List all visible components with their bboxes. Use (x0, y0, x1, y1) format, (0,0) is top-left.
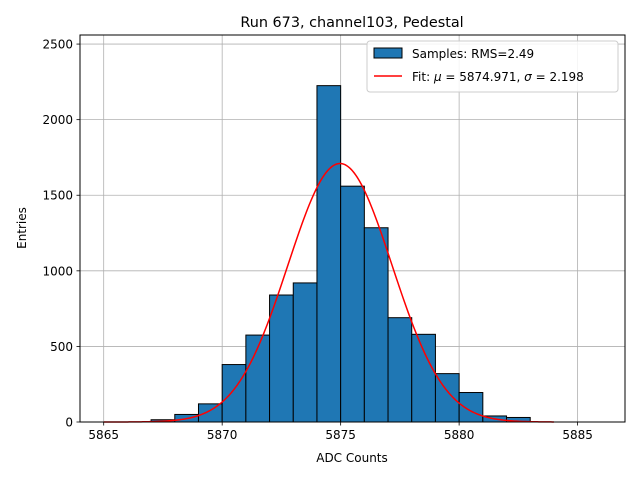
histogram-bar (221, 364, 247, 423)
x-axis-label: ADC Counts (316, 451, 388, 465)
histogram-bar (458, 392, 484, 423)
sigma-symbol: σ (524, 70, 532, 84)
histogram-bars (150, 85, 531, 423)
mu-symbol: μ (433, 70, 442, 84)
histogram-bar (340, 185, 365, 423)
chart-title: Run 673, channel103, Pedestal (240, 15, 463, 31)
fit-label-prefix: Fit: (412, 70, 434, 84)
fit-curve (103, 162, 554, 423)
y-tick-label: 2500 (42, 38, 73, 52)
y-tick-label: 2000 (42, 113, 73, 127)
x-tick-label: 5870 (207, 428, 238, 442)
x-axis-ticks: 5865 5870 5875 5880 5885 (88, 422, 593, 442)
legend-label-fit: Fit: μ = 5874.971, σ = 2.198 (412, 70, 584, 84)
histogram-bar (269, 294, 294, 423)
sigma-value-text: = 2.198 (532, 70, 584, 84)
y-axis-ticks: 0 500 1000 1500 2000 2500 (42, 38, 80, 430)
y-tick-label: 500 (50, 340, 73, 354)
legend-box (366, 40, 619, 93)
histogram-bar (292, 282, 318, 423)
axes-frame (79, 34, 626, 423)
histogram-bar (363, 227, 389, 423)
histogram-bar (387, 317, 413, 423)
x-tick-label: 5865 (88, 428, 119, 442)
y-tick-label: 1000 (42, 264, 73, 278)
mu-value-text: = 5874.971, (442, 70, 525, 84)
y-tick-label: 0 (65, 416, 73, 430)
y-axis-label: Entries (15, 207, 29, 249)
legend-swatch-histogram (373, 47, 403, 59)
histogram-bar (197, 403, 223, 423)
histogram-bar (316, 85, 342, 423)
x-tick-label: 5875 (325, 428, 356, 442)
x-tick-label: 5880 (444, 428, 475, 442)
histogram-bar (411, 333, 436, 423)
legend-label-histogram: Samples: RMS=2.49 (412, 47, 534, 61)
legend: Samples: RMS=2.49 Fit: μ = 5874.971, σ =… (366, 40, 619, 93)
y-tick-label: 1500 (42, 189, 73, 203)
x-tick-label: 5885 (562, 428, 593, 442)
plot-area (80, 35, 625, 423)
